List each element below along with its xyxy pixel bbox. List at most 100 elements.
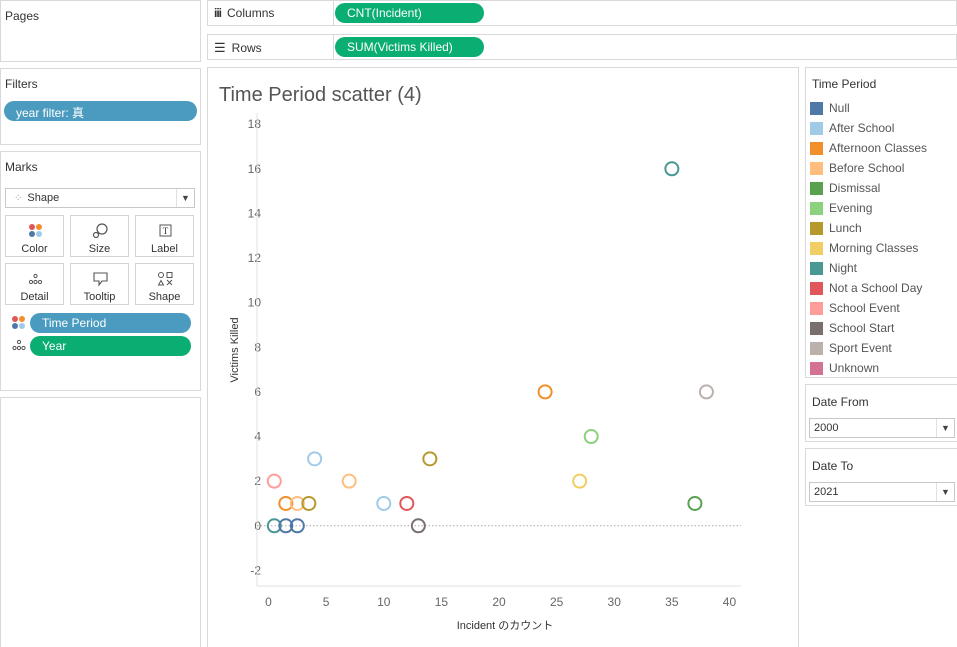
legend-item[interactable]: School Start bbox=[810, 320, 894, 336]
y-tick-label: 14 bbox=[248, 206, 262, 220]
mark-type-select[interactable]: ⁘ Shape ▼ bbox=[5, 188, 195, 208]
label-icon: T bbox=[159, 224, 172, 237]
scatter-point[interactable] bbox=[278, 518, 294, 534]
y-tick-label: 2 bbox=[254, 474, 261, 488]
legend-label: School Event bbox=[829, 301, 900, 315]
columns-label-text: Columns bbox=[227, 6, 275, 20]
shape-icon bbox=[157, 272, 173, 286]
legend-item[interactable]: Morning Classes bbox=[810, 240, 918, 256]
size-icon bbox=[92, 223, 108, 239]
scatter-point[interactable] bbox=[422, 451, 438, 467]
scatter-point[interactable] bbox=[307, 451, 323, 467]
color-button[interactable]: Color bbox=[5, 215, 64, 257]
label-button[interactable]: T Label bbox=[135, 215, 194, 257]
date-from-select[interactable]: 2000 ▼ bbox=[809, 418, 955, 438]
scatter-point[interactable] bbox=[399, 495, 415, 511]
rows-pill[interactable]: SUM(Victims Killed) bbox=[335, 37, 484, 57]
date-from-title: Date From bbox=[812, 395, 869, 409]
marks-pane: Marks ⁘ Shape ▼ Color Size T Label Deta bbox=[0, 151, 201, 391]
legend-item[interactable]: Unknown bbox=[810, 360, 879, 376]
shape-icon: ⁘ bbox=[14, 193, 23, 204]
x-tick-label: 20 bbox=[492, 595, 506, 609]
legend-swatch bbox=[810, 341, 823, 355]
legend-item[interactable]: Lunch bbox=[810, 220, 862, 236]
legend-label: Null bbox=[829, 101, 850, 115]
scatter-points bbox=[266, 161, 714, 534]
year-filter-pill[interactable]: year filter: 真 bbox=[4, 101, 197, 121]
legend-label: Afternoon Classes bbox=[829, 141, 928, 155]
scatter-point[interactable] bbox=[410, 518, 426, 534]
scatter-point[interactable] bbox=[687, 495, 703, 511]
legend-label: Night bbox=[829, 261, 858, 275]
scatter-point[interactable] bbox=[583, 429, 599, 445]
scatter-point[interactable] bbox=[698, 384, 714, 400]
detail-button[interactable]: Detail bbox=[5, 263, 64, 305]
legend-item[interactable]: Not a School Day bbox=[810, 280, 922, 296]
scatter-chart: Time Period scatter (4) -2 0 2 4 6 8 10 12 14 16 1… bbox=[219, 84, 741, 632]
x-tick-label: 40 bbox=[723, 595, 737, 609]
year-pill[interactable]: Year bbox=[30, 336, 191, 356]
legend-swatch bbox=[810, 281, 823, 295]
legend-swatch bbox=[810, 181, 823, 195]
detail-icon bbox=[28, 273, 43, 285]
legend-label: Evening bbox=[829, 201, 873, 215]
x-tick-label: 35 bbox=[665, 595, 679, 609]
scatter-point[interactable] bbox=[537, 384, 553, 400]
scatter-point[interactable] bbox=[376, 495, 392, 511]
marks-title: Marks bbox=[5, 160, 38, 174]
legend-item[interactable]: Dismissal bbox=[810, 180, 880, 196]
date-from-pane: Date From 2000 ▼ bbox=[805, 384, 957, 442]
rows-label-text: Rows bbox=[231, 41, 262, 55]
scatter-point[interactable] bbox=[266, 518, 282, 534]
x-tick-label: 5 bbox=[323, 595, 330, 609]
x-tick-label: 30 bbox=[608, 595, 622, 609]
legend-swatch bbox=[810, 101, 823, 115]
color-icon bbox=[29, 224, 42, 237]
legend-item[interactable]: School Event bbox=[810, 300, 900, 316]
chevron-down-icon: ▼ bbox=[176, 189, 194, 207]
chart-title: Time Period scatter (4) bbox=[219, 84, 422, 106]
legend-swatch bbox=[810, 241, 823, 255]
legend-item[interactable]: Night bbox=[810, 260, 857, 276]
x-axis: 0 5 10 15 20 25 30 35 40 bbox=[265, 595, 736, 609]
color-field-icon bbox=[12, 316, 25, 329]
x-tick-label: 0 bbox=[265, 595, 272, 609]
legend-item[interactable]: After School bbox=[810, 120, 894, 136]
legend-pane: Time Period Null After School Afternoon Cl… bbox=[805, 67, 957, 378]
size-button-label: Size bbox=[88, 243, 111, 255]
view-pane: Time Period scatter (4) -2 0 2 4 6 8 10 12 14 16 1… bbox=[207, 67, 799, 647]
columns-shelf[interactable]: iii Columns CNT(Incident) bbox=[207, 0, 957, 26]
scatter-point[interactable] bbox=[341, 473, 357, 489]
legend-label: Dismissal bbox=[829, 181, 881, 195]
rows-icon: ☰ bbox=[214, 40, 226, 55]
scatter-point[interactable] bbox=[301, 495, 317, 511]
x-tick-label: 25 bbox=[550, 595, 564, 609]
shape-button[interactable]: Shape bbox=[135, 263, 194, 305]
legend-item[interactable]: Evening bbox=[810, 200, 872, 216]
size-button[interactable]: Size bbox=[70, 215, 129, 257]
tooltip-icon bbox=[93, 272, 108, 287]
legend-label: Unknown bbox=[829, 361, 880, 375]
scatter-point[interactable] bbox=[572, 473, 588, 489]
legend-swatch bbox=[810, 221, 823, 235]
legend-item[interactable]: Null bbox=[810, 100, 850, 116]
date-to-value: 2021 bbox=[814, 486, 839, 498]
pages-title: Pages bbox=[5, 9, 40, 23]
time-period-pill[interactable]: Time Period bbox=[30, 313, 191, 333]
filters-title: Filters bbox=[5, 77, 38, 91]
rows-shelf[interactable]: ☰ Rows SUM(Victims Killed) bbox=[207, 34, 957, 60]
scatter-point[interactable] bbox=[289, 495, 305, 511]
scatter-point[interactable] bbox=[664, 161, 680, 177]
columns-pill[interactable]: CNT(Incident) bbox=[335, 3, 484, 23]
tooltip-button[interactable]: Tooltip bbox=[70, 263, 129, 305]
date-to-select[interactable]: 2021 ▼ bbox=[809, 482, 955, 502]
scatter-point[interactable] bbox=[278, 495, 294, 511]
empty-pane bbox=[0, 397, 201, 647]
scatter-point[interactable] bbox=[289, 518, 305, 534]
legend-item[interactable]: Before School bbox=[810, 160, 904, 176]
x-axis-title: Incident のカウント bbox=[457, 619, 554, 632]
scatter-point[interactable] bbox=[266, 473, 282, 489]
legend-item[interactable]: Sport Event bbox=[810, 340, 892, 356]
legend-label: Morning Classes bbox=[829, 241, 919, 255]
legend-item[interactable]: Afternoon Classes bbox=[810, 140, 927, 156]
